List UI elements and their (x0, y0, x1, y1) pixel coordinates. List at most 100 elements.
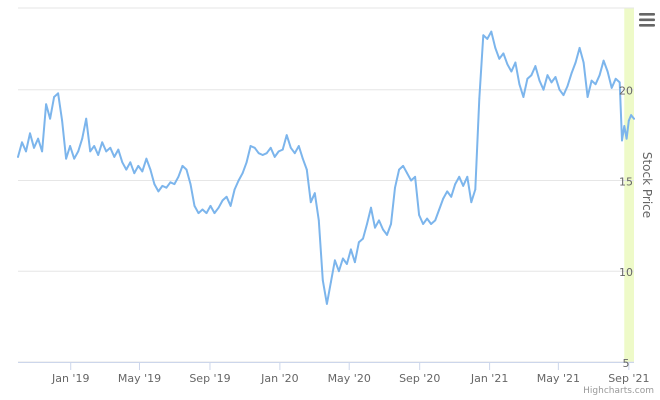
data-point-133 (550, 81, 553, 84)
data-point-70 (297, 145, 300, 147)
data-point-58 (249, 145, 252, 147)
data-point-27 (125, 168, 128, 171)
data-point-94 (394, 186, 396, 189)
data-point-80 (338, 270, 340, 273)
data-point-28 (129, 161, 132, 164)
data-point-92 (386, 234, 388, 236)
data-point-32 (145, 157, 148, 160)
data-point-150 (618, 81, 621, 84)
data-point-140 (578, 47, 581, 49)
data-point-130 (538, 79, 541, 82)
data-point-13 (69, 145, 71, 147)
data-point-38 (169, 181, 172, 184)
data-point-76 (321, 279, 324, 282)
data-point-152 (623, 125, 626, 127)
highlight-band (624, 8, 634, 362)
data-point-59 (253, 146, 256, 149)
chart-menu-button[interactable] (636, 10, 656, 30)
data-point-53 (229, 205, 232, 207)
data-point-142 (586, 96, 589, 98)
x-tick-label-1: May '19 (118, 372, 161, 385)
y-tick-label-10: 10 (619, 266, 633, 279)
y-axis-title: Stock Price (640, 152, 654, 218)
data-point-143 (590, 79, 593, 82)
data-point-148 (610, 87, 613, 89)
data-point-48 (209, 205, 212, 207)
data-point-137 (566, 85, 569, 87)
data-point-5 (37, 137, 39, 140)
data-point-52 (225, 195, 228, 198)
data-point-91 (382, 228, 384, 231)
x-tick-label-0: Jan '19 (51, 372, 89, 385)
y-tick-label-15: 15 (619, 175, 633, 188)
data-point-6 (41, 150, 43, 153)
data-point-113 (470, 201, 473, 204)
data-point-65 (277, 150, 280, 153)
data-point-149 (614, 77, 617, 80)
data-point-16 (81, 137, 84, 140)
credits-link[interactable]: Highcharts.com (583, 386, 654, 396)
data-point-17 (85, 117, 88, 120)
data-point-125 (518, 83, 521, 86)
data-point-66 (281, 148, 284, 151)
data-point-74 (313, 192, 316, 195)
data-point-1 (21, 141, 23, 144)
data-point-10 (57, 92, 59, 95)
data-point-89 (374, 226, 376, 229)
data-point-78 (330, 281, 332, 283)
data-point-136 (562, 94, 565, 96)
data-point-114 (474, 188, 477, 191)
data-point-34 (153, 183, 156, 186)
data-point-100 (418, 214, 420, 216)
data-point-83 (350, 248, 352, 251)
data-point-121 (502, 52, 505, 55)
x-tick-label-5: Sep '20 (399, 372, 440, 385)
data-point-82 (346, 263, 348, 265)
data-point-45 (197, 212, 200, 215)
data-point-18 (89, 150, 92, 153)
data-point-126 (522, 96, 525, 98)
data-point-35 (157, 190, 160, 193)
data-point-11 (61, 119, 63, 122)
data-point-141 (582, 61, 585, 64)
data-point-60 (257, 152, 260, 155)
data-point-127 (526, 77, 529, 80)
data-point-40 (177, 175, 180, 178)
data-point-151 (621, 139, 623, 142)
data-point-128 (530, 74, 533, 77)
data-point-25 (117, 148, 120, 151)
data-point-107 (446, 190, 449, 193)
data-point-3 (29, 132, 31, 135)
data-point-51 (221, 199, 224, 202)
data-point-14 (73, 157, 76, 160)
data-point-147 (606, 70, 609, 73)
data-point-144 (594, 83, 597, 86)
data-point-57 (245, 161, 248, 164)
data-point-111 (462, 185, 465, 187)
data-point-31 (141, 170, 144, 173)
data-point-145 (598, 74, 601, 77)
data-point-87 (366, 223, 368, 225)
data-point-110 (458, 175, 461, 178)
data-point-2 (25, 150, 27, 153)
data-point-132 (546, 74, 549, 77)
data-point-20 (97, 154, 100, 156)
data-point-116 (482, 34, 485, 37)
data-point-8 (49, 117, 51, 120)
x-tick-label-4: May '20 (328, 372, 371, 385)
data-point-37 (165, 186, 168, 189)
data-point-72 (305, 168, 308, 171)
data-point-123 (510, 70, 513, 73)
data-point-36 (161, 185, 164, 187)
data-point-44 (193, 205, 196, 207)
data-point-120 (498, 57, 501, 60)
y-tick-label-5: 5 (623, 357, 630, 370)
data-point-153 (625, 137, 628, 140)
data-point-102 (426, 217, 428, 220)
data-point-81 (342, 257, 344, 260)
data-point-43 (189, 183, 192, 186)
data-point-119 (494, 47, 497, 49)
data-point-79 (334, 259, 336, 262)
data-point-39 (173, 183, 176, 186)
